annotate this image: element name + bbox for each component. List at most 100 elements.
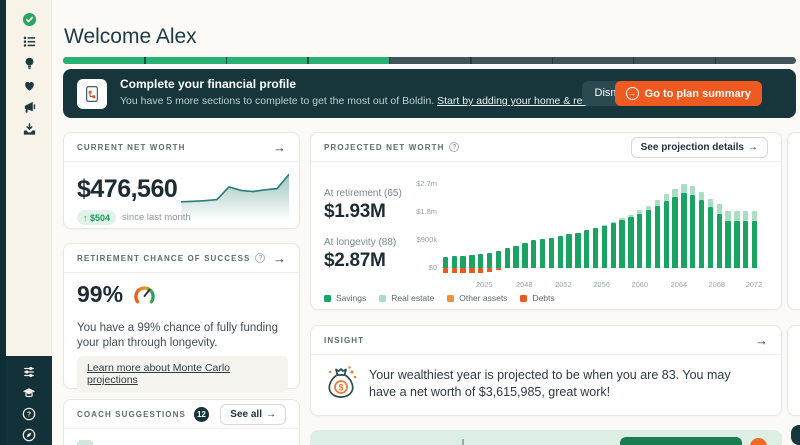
gauge-icon [134, 286, 155, 304]
page-title: Welcome Alex [64, 25, 197, 48]
bar-segment [531, 240, 537, 268]
x-axis-tick: 2056 [593, 280, 610, 289]
nav-downloads-inbox-icon[interactable] [22, 122, 37, 137]
progress-segment-divider [633, 57, 635, 64]
next-card-peek-bottom [791, 425, 800, 445]
info-icon[interactable]: ? [449, 142, 460, 152]
projected-net-worth-card: PROJECTED NET WORTH ? See projection det… [310, 132, 782, 310]
x-axis-tick: 2052 [555, 280, 572, 289]
monte-carlo-link[interactable]: Learn more about Monte Carlo projections [77, 356, 288, 392]
bar-segment [628, 214, 634, 218]
bar-segment [743, 211, 749, 222]
bar-segment [716, 204, 722, 214]
y-axis-tick: $900k [416, 235, 437, 245]
sidebar-top-nav [6, 12, 52, 137]
bar-segment [645, 209, 652, 268]
arrow-up-icon: ↑ [83, 212, 88, 223]
bar-segment [663, 194, 669, 202]
y-axis-tick: $1.8m [416, 207, 437, 217]
bar-segment [584, 230, 590, 268]
bar-segment [619, 218, 625, 221]
bar-segment [681, 192, 687, 268]
nav-wellness-heart-icon[interactable] [22, 78, 37, 93]
bar-segment [628, 217, 634, 268]
nav-overview-check-circle-icon[interactable] [22, 12, 37, 27]
legend-item: Other assets [447, 293, 507, 303]
projected-net-worth-header: PROJECTED NET WORTH ? See projection det… [311, 133, 781, 162]
bar-segment [654, 205, 661, 268]
delta-badge: ↑ $504 [77, 210, 117, 225]
bar-segment [460, 255, 466, 268]
banner-subtitle: You have 5 more sections to complete to … [120, 95, 658, 107]
chart-baseline [441, 267, 759, 268]
bar-segment [451, 256, 457, 268]
nav-controls-sliders-icon[interactable] [22, 365, 36, 379]
nav-classroom-grad-cap-icon[interactable] [22, 386, 36, 400]
bar-segment [707, 199, 714, 207]
arrow-right-icon[interactable]: → [273, 250, 286, 266]
bar-segment [601, 224, 608, 226]
nav-checklist-checklist-icon[interactable] [22, 34, 37, 49]
y-axis-tick: $2.7m [416, 179, 437, 189]
complete-profile-banner: Complete your financial profile You have… [63, 69, 796, 118]
net-worth-delta-row: ↑ $504 since last month [77, 210, 191, 225]
see-all-button[interactable]: See all → [220, 403, 286, 425]
suggestions-count-badge: 12 [193, 406, 209, 422]
bar-segment [698, 199, 705, 268]
progress-segment-divider [225, 57, 228, 64]
nav-announcements-megaphone-icon[interactable] [22, 100, 37, 115]
insight-card: INSIGHT → $ Your wealthiest year is proj… [310, 325, 782, 416]
success-value-row: 99% [77, 281, 158, 308]
plan-summary-icon: → [625, 87, 639, 100]
legend-label: Real estate [391, 293, 435, 303]
chart-legend: Savings Real estate Other assets Debts [324, 293, 555, 303]
info-icon[interactable]: ? [255, 253, 266, 263]
bar-segment [734, 211, 740, 222]
insight-text: Your wealthiest year is projected to be … [369, 368, 731, 399]
longevity-stat-value: $2.87M [324, 250, 386, 271]
projection-bar-chart: $2.7m $1.8m $900k $0 2025 2048 2052 2056 2060 206… [416, 168, 762, 289]
bar-segment [548, 237, 555, 268]
x-axis-tick: 2048 [515, 280, 533, 289]
legend-label: Other assets [459, 293, 508, 303]
nav-help-question-icon[interactable]: ? [22, 407, 36, 421]
bar-segment [513, 245, 519, 268]
arrow-right-icon[interactable]: → [273, 139, 286, 155]
bar-segment [751, 221, 758, 268]
bar-segment [557, 236, 563, 268]
bar-segment [486, 268, 493, 273]
x-axis-tick: 2064 [670, 280, 688, 289]
profile-progress-bar [63, 57, 796, 64]
banner-title: Complete your financial profile [120, 77, 297, 91]
bar-segment [734, 221, 740, 268]
coach-suggestions-card: COACH SUGGESTIONS 12 See all → [63, 399, 300, 445]
net-worth-sparkline [181, 173, 289, 219]
legend-label: Savings [336, 293, 367, 303]
promo-action-button[interactable] [620, 437, 742, 445]
bar-segment [460, 268, 466, 274]
sidebar-edge-strip [0, 0, 6, 445]
current-net-worth-header: CURRENT NET WORTH → [64, 133, 299, 162]
banner-subtitle-text: You have 5 more sections to complete to … [120, 95, 438, 107]
bar-segment [495, 268, 502, 271]
card-title: CURRENT NET WORTH [77, 142, 186, 152]
bar-segment [637, 213, 643, 268]
bar-segment [725, 220, 731, 268]
arrow-right-icon: → [266, 408, 276, 420]
nav-ideas-lightbulb-icon[interactable] [22, 56, 37, 71]
legend-swatch [379, 294, 387, 302]
bar-segment [442, 256, 449, 268]
go-to-plan-summary-button[interactable]: → Go to plan summary [614, 81, 762, 106]
current-net-worth-card: CURRENT NET WORTH → $476,560 ↑ $504 sinc… [63, 132, 300, 229]
profile-plan-icon [77, 79, 107, 109]
retirement-stat-label: At retirement (65) [324, 188, 402, 199]
see-projection-details-button[interactable]: See projection details → [630, 136, 768, 158]
arrow-right-icon[interactable]: → [755, 332, 768, 348]
chance-of-success-header: RETIREMENT CHANCE OF SUCCESS ? → [64, 244, 299, 273]
bar-segment [672, 188, 678, 197]
y-axis-tick: $0 [428, 263, 437, 272]
bar-segment [575, 232, 581, 268]
bar-segment [442, 268, 449, 273]
nav-explore-compass-icon[interactable] [22, 428, 36, 442]
